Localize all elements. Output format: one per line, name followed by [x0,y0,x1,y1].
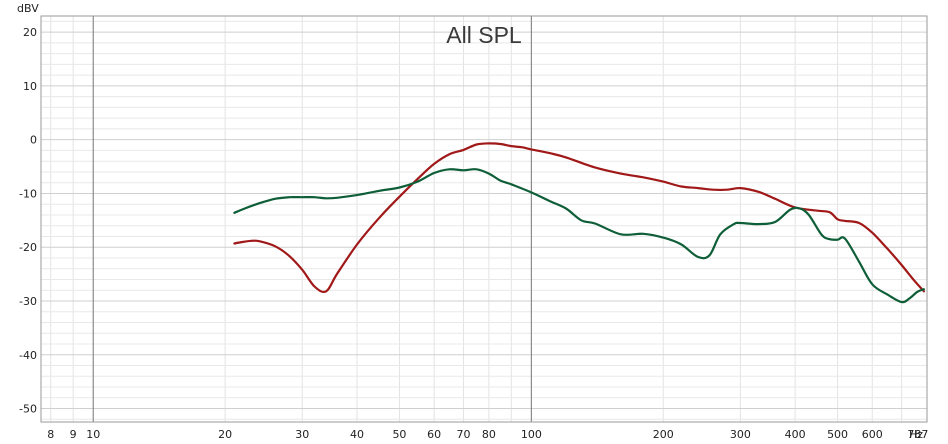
x-tick-label: 30 [295,428,309,441]
x-tick-label: 787 [907,428,928,441]
spl-series-red-line [233,142,925,294]
x-tick-label: 300 [730,428,751,441]
y-tick-label: 0 [30,134,37,147]
x-tick-label: 200 [653,428,674,441]
y-tick-label: -30 [19,295,37,308]
y-tick-label: -10 [19,187,37,200]
plot-area-frame [40,15,928,423]
y-tick-label: -50 [19,403,37,416]
x-tick-label: 500 [827,428,848,441]
x-tick-label: 9 [70,428,77,441]
y-tick-label: 10 [23,80,37,93]
x-axis-unit: Hz [909,428,923,441]
y-tick-label: 20 [23,26,37,39]
y-axis-unit: dBV [17,2,39,15]
x-tick-label: 70 [456,428,470,441]
x-tick-label: 80 [482,428,496,441]
x-tick-label: 60 [427,428,441,441]
x-tick-label: 50 [392,428,406,441]
x-tick-label: 8 [47,428,54,441]
y-axis-tick-labels: 20 10 0 -10 -20 -30 -40 -50 [19,26,37,415]
x-tick-label: 600 [862,428,883,441]
x-tick-label: 20 [218,428,232,441]
series-layer [233,142,925,304]
y-tick-label: -40 [19,349,37,362]
chart-title: All SPL [446,22,522,48]
x-tick-label: 40 [350,428,364,441]
y-tick-label: -20 [19,241,37,254]
major-gridlines [41,16,927,422]
spl-series-green-line [233,168,925,304]
x-tick-label: 10 [86,428,100,441]
x-tick-label: 400 [785,428,806,441]
x-tick-label: 100 [521,428,542,441]
x-axis-tick-labels: 8 9 10 20 30 40 50 60 70 80 100 200 300 400 500 600 787H… [47,428,928,441]
